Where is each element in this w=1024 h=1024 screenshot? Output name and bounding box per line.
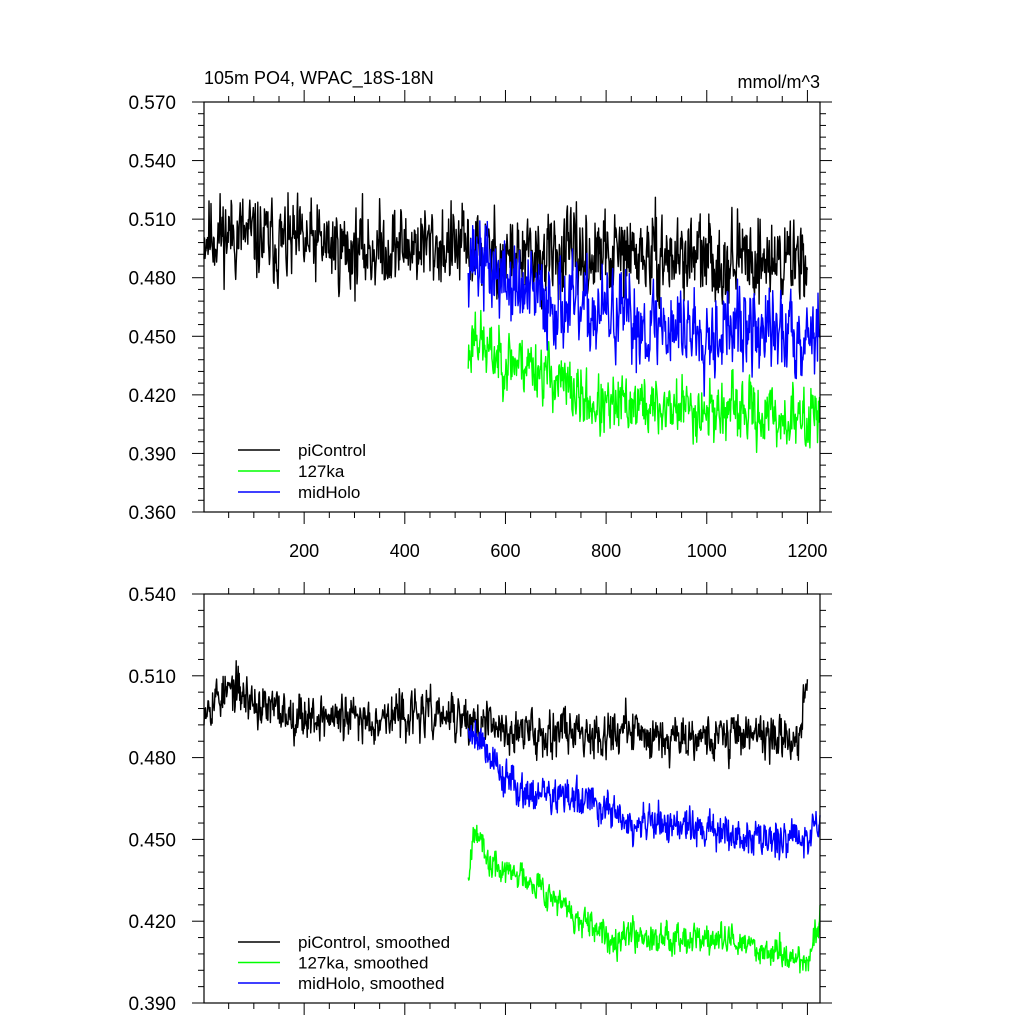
legend-label: 127ka, smoothed <box>298 954 428 973</box>
series-line-3 <box>467 220 821 397</box>
bottom-chart: 0.390 0.420 0.450 0.480 0.510 0.540 piControl,… <box>128 582 832 1015</box>
y-tick-label: 0.360 <box>128 503 176 524</box>
series-line-1 <box>203 660 809 770</box>
legend-label: 127ka <box>298 462 345 481</box>
legend-label: midHolo, smoothed <box>298 974 444 993</box>
y-tick-label: 0.480 <box>128 269 176 290</box>
top-chart-units: mmol/m^3 <box>738 72 820 92</box>
plot-frame <box>203 101 821 513</box>
top-chart-title: 105m PO4, WPAC_18S-18N <box>204 68 434 89</box>
legend: piControl 127ka midHolo <box>238 441 366 502</box>
y-tick-label: 0.570 <box>128 93 176 114</box>
plot-frame <box>203 593 821 1004</box>
legend-label: piControl, smoothed <box>298 933 450 952</box>
series-line-3 <box>467 720 821 861</box>
y-tick-label: 0.540 <box>128 585 176 606</box>
legend-label: piControl <box>298 441 366 460</box>
y-tick-label: 0.510 <box>128 667 176 688</box>
y-tick-label: 0.390 <box>128 444 176 465</box>
x-tick-label: 800 <box>591 541 621 561</box>
legend-label: midHolo <box>298 483 360 502</box>
series-line-2 <box>467 824 821 974</box>
y-tick-label: 0.480 <box>128 749 176 770</box>
legend: piControl, smoothed 127ka, smoothedmidHol… <box>238 933 450 993</box>
x-tick-label: 200 <box>289 541 319 561</box>
x-tick-label: 1000 <box>687 541 727 561</box>
y-tick-label: 0.540 <box>128 152 176 173</box>
x-tick-label: 600 <box>490 541 520 561</box>
y-tick-label: 0.390 <box>128 994 176 1015</box>
y-tick-label: 0.420 <box>128 912 176 933</box>
y-tick-label: 0.450 <box>128 830 176 851</box>
x-tick-label: 400 <box>390 541 420 561</box>
series-line-2 <box>467 309 821 454</box>
y-tick-label: 0.450 <box>128 327 176 348</box>
x-tick-label: 1200 <box>787 541 827 561</box>
y-tick-label: 0.420 <box>128 386 176 407</box>
top-chart: 200 400 600 800 1000 1200 0.360 0.390 0.420 0.450… <box>128 90 832 561</box>
y-tick-label: 0.510 <box>128 210 176 231</box>
